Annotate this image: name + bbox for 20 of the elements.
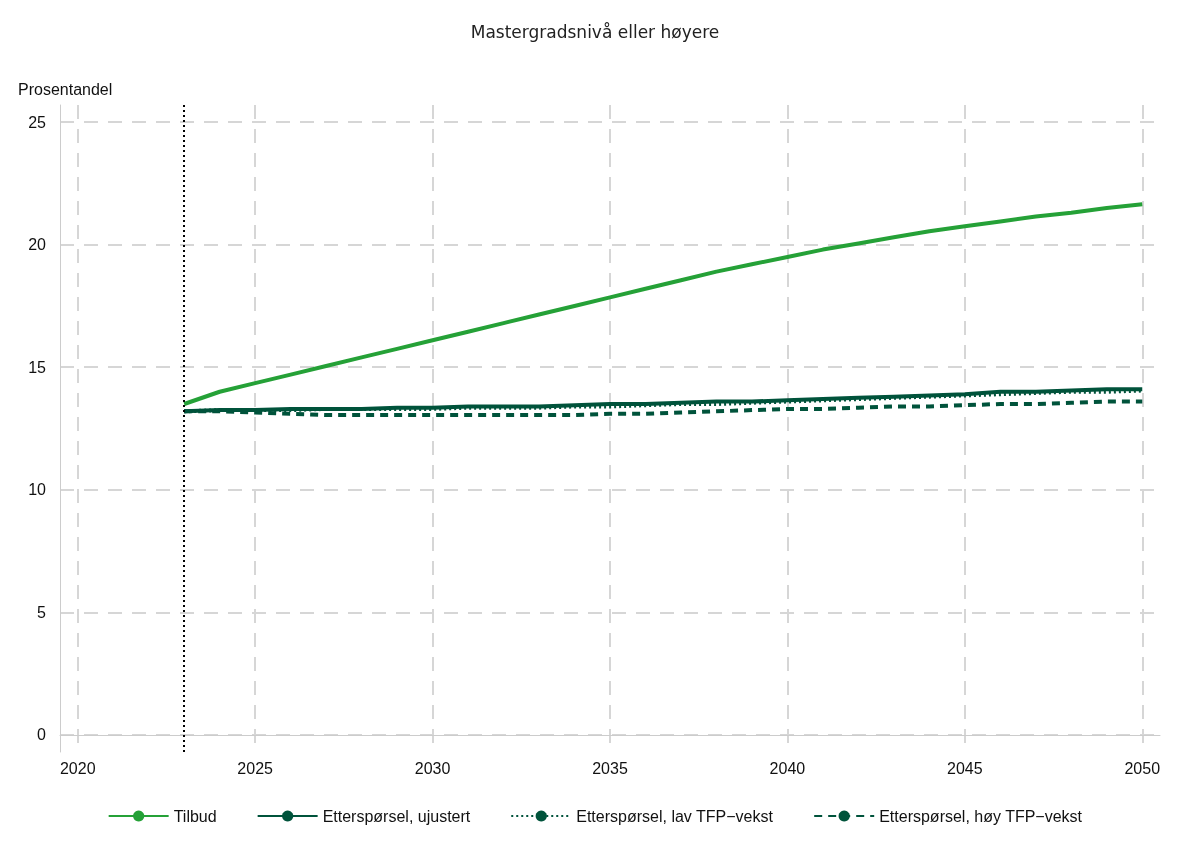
line-series [182,202,1145,406]
y-tick-label: 15 [28,358,47,376]
legend-label: Tilbud [173,807,217,825]
x-tick-label: 2050 [1124,759,1161,777]
legend-label: Etterspørsel, lav TFP−vekst [576,807,774,825]
y-tick-label: 25 [28,113,47,131]
x-tick-label: 2025 [237,759,274,777]
y-axis-title: Prosentandel [18,80,113,98]
x-tick-label: 2035 [592,759,628,777]
x-tick-label: 2040 [769,759,806,777]
x-tick-label: 2045 [947,759,983,777]
legend-label: Etterspørsel, høy TFP−vekst [879,807,1083,825]
legend-label: Etterspørsel, ujustert [322,807,471,825]
chart-title: Mastergradsnivå eller høyere [470,21,720,42]
x-tick-label: 2020 [59,759,96,777]
x-tick-label: 2030 [414,759,451,777]
y-tick-label: 10 [28,481,47,499]
y-tick-label: 0 [37,726,47,744]
y-tick-label: 20 [28,236,47,254]
y-tick-label: 5 [37,603,47,621]
